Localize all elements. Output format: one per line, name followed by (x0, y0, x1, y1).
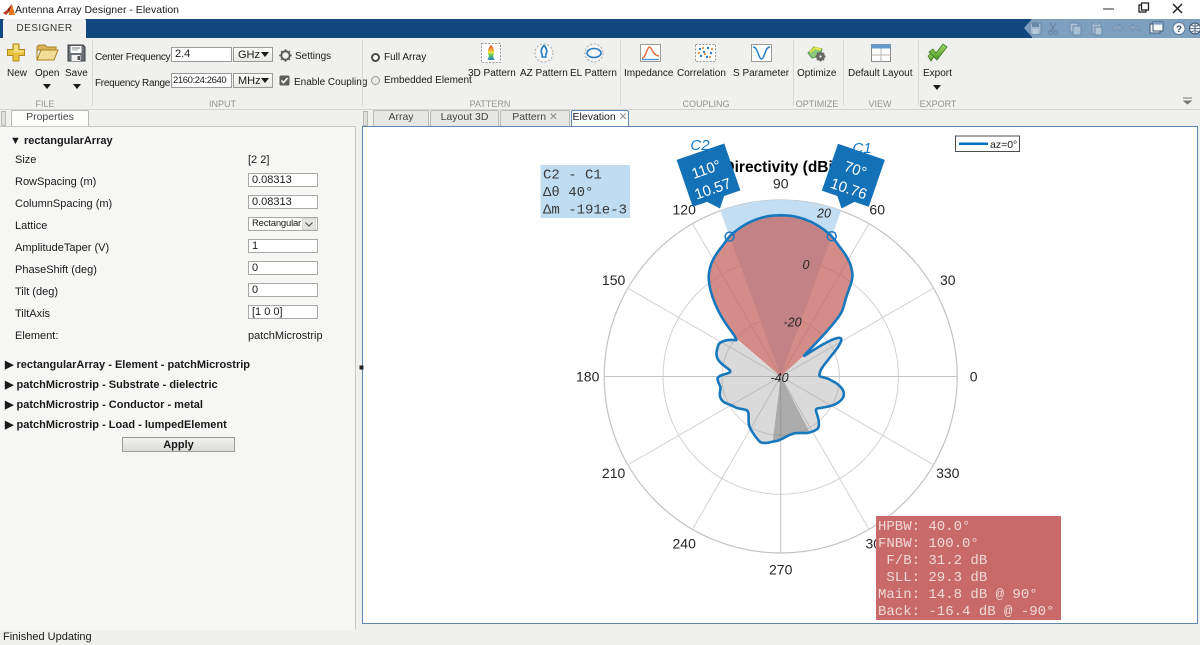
svg-text:330: 330 (936, 465, 960, 481)
svg-text:Back: -16.4 dB @ -90°: Back: -16.4 dB @ -90° (878, 604, 1054, 620)
svg-text:az=0°: az=0° (990, 139, 1017, 151)
svg-text:-40: -40 (770, 371, 788, 385)
svg-text:70°: 70° (842, 158, 869, 181)
svg-text:240: 240 (673, 536, 697, 552)
svg-text:180: 180 (576, 369, 600, 385)
svg-text:C1: C1 (852, 140, 871, 157)
svg-text:90: 90 (773, 176, 789, 192)
svg-text:0: 0 (803, 258, 810, 272)
svg-text:Δθ 40°: Δθ 40° (543, 185, 593, 201)
svg-text:0: 0 (970, 369, 978, 385)
svg-text:SLL: 29.3 dB: SLL: 29.3 dB (878, 570, 987, 586)
svg-text:C2 - C1: C2 - C1 (543, 168, 602, 184)
svg-text:-20: -20 (783, 316, 801, 330)
svg-text:FNBW: 100.0°: FNBW: 100.0° (878, 536, 979, 552)
svg-text:?: ? (1176, 24, 1182, 35)
svg-text:60: 60 (869, 201, 885, 217)
svg-text:Directivity (dBi): Directivity (dBi) (723, 159, 838, 176)
svg-text:150: 150 (602, 272, 626, 288)
svg-text:Main: 14.8 dB @ 90°: Main: 14.8 dB @ 90° (878, 587, 1038, 603)
svg-text:Δm -191e-3: Δm -191e-3 (543, 203, 627, 219)
svg-text:210: 210 (602, 465, 626, 481)
svg-text:20: 20 (816, 207, 831, 221)
svg-text:30: 30 (940, 272, 956, 288)
svg-text:120: 120 (673, 201, 697, 217)
svg-text:270: 270 (769, 562, 793, 578)
svg-text:F/B: 31.2 dB: F/B: 31.2 dB (878, 553, 987, 569)
svg-text:HPBW: 40.0°: HPBW: 40.0° (878, 519, 970, 535)
svg-text:C2: C2 (690, 137, 710, 154)
